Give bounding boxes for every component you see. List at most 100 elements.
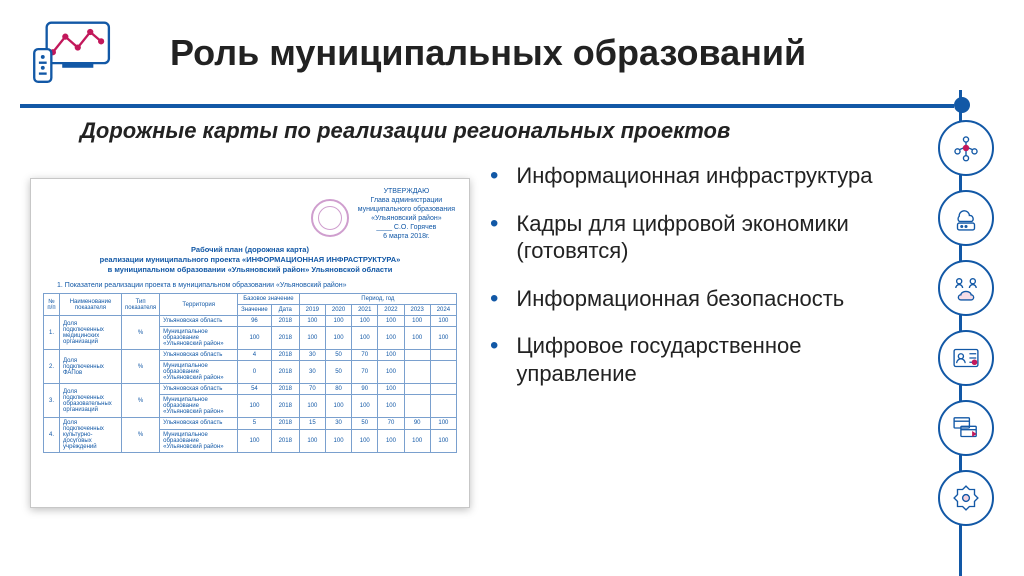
cell-bd: 2018 [271, 350, 299, 361]
cell-val: 100 [404, 316, 430, 327]
cell-val: 100 [404, 327, 430, 350]
cell-type: % [122, 384, 160, 418]
bullet-text: Информационная безопасность [516, 285, 844, 313]
cell-bv: 0 [238, 361, 272, 384]
cell-val: 100 [299, 429, 325, 453]
cell-val: 100 [378, 384, 404, 395]
approve-line: 6 марта 2018г. [358, 232, 455, 241]
cell-val: 100 [378, 327, 404, 350]
cell-terr: Муниципальное образование «Ульяновский р… [160, 395, 238, 418]
cell-val: 100 [325, 395, 351, 418]
cell-val: 100 [299, 327, 325, 350]
th-base: Базовое значение [238, 294, 300, 305]
cell-num: 1. [44, 316, 60, 350]
stamp-icon [311, 199, 349, 237]
cell-val: 100 [378, 316, 404, 327]
th-year: 2021 [352, 305, 378, 316]
cell-val [430, 384, 456, 395]
bullet-icon: • [490, 212, 498, 236]
cell-val: 100 [352, 429, 378, 453]
cell-val: 100 [430, 429, 456, 453]
cell-val: 100 [325, 327, 351, 350]
cell-val: 80 [325, 384, 351, 395]
bullet-icon: • [490, 164, 498, 188]
bullet-text: Информационная инфраструктура [516, 162, 872, 190]
list-item: • Информационная инфраструктура [490, 162, 896, 190]
cell-val: 100 [378, 350, 404, 361]
table-row: 1.Доля подключенных медицинских организа… [44, 316, 457, 327]
cell-num: 3. [44, 384, 60, 418]
people-cloud-icon [938, 260, 994, 316]
cell-val: 100 [430, 327, 456, 350]
cell-val: 100 [299, 316, 325, 327]
approve-line: ____ С.О. Горячев [358, 223, 455, 232]
cell-val [404, 350, 430, 361]
cell-val: 70 [299, 384, 325, 395]
cell-val: 30 [299, 350, 325, 361]
th-num: № п/п [44, 294, 60, 316]
list-item: • Информационная безопасность [490, 285, 896, 313]
cell-terr: Муниципальное образование «Ульяновский р… [160, 429, 238, 453]
cell-bd: 2018 [271, 361, 299, 384]
cell-val: 100 [378, 361, 404, 384]
cell-val: 70 [352, 361, 378, 384]
embedded-document: УТВЕРЖДАЮ Глава администрации муниципаль… [30, 178, 470, 508]
th-year: 2022 [378, 305, 404, 316]
th-base-val: Значение [238, 305, 272, 316]
th-period: Период, год [299, 294, 456, 305]
cell-bv: 4 [238, 350, 272, 361]
cell-val: 100 [325, 316, 351, 327]
cell-bd: 2018 [271, 327, 299, 350]
table-row: 3.Доля подключенных образовательных орга… [44, 384, 457, 395]
side-icon-rail [938, 120, 994, 526]
cell-bv: 54 [238, 384, 272, 395]
chart-device-icon [20, 18, 120, 88]
cell-val [430, 395, 456, 418]
cell-val: 50 [325, 350, 351, 361]
th-terr: Территория [160, 294, 238, 316]
cell-bv: 100 [238, 429, 272, 453]
approve-line: муниципального образования [358, 205, 455, 214]
cell-val: 100 [352, 327, 378, 350]
cell-val: 90 [352, 384, 378, 395]
id-card-icon [938, 330, 994, 386]
table-row: 2.Доля подключенных ФАПов%Ульяновская об… [44, 350, 457, 361]
cell-val: 100 [325, 429, 351, 453]
cell-val: 100 [378, 395, 404, 418]
cell-val: 15 [299, 418, 325, 429]
cell-val [430, 361, 456, 384]
doc-table: № п/п Наименование показателя Тип показа… [43, 293, 457, 453]
doc-title: Рабочий план (дорожная карта) реализации… [43, 245, 457, 274]
th-name: Наименование показателя [60, 294, 122, 316]
browser-stack-icon [938, 400, 994, 456]
cell-val: 100 [404, 429, 430, 453]
approve-block: УТВЕРЖДАЮ Глава администрации муниципаль… [358, 187, 455, 242]
bullet-icon: • [490, 287, 498, 311]
cell-val: 90 [404, 418, 430, 429]
cell-val: 30 [325, 418, 351, 429]
cell-bv: 100 [238, 327, 272, 350]
bullet-text: Цифровое государственное управление [516, 332, 896, 387]
cell-terr: Муниципальное образование «Ульяновский р… [160, 327, 238, 350]
cell-bv: 96 [238, 316, 272, 327]
cell-val: 100 [430, 418, 456, 429]
cell-val: 70 [378, 418, 404, 429]
doc-title-line: Рабочий план (дорожная карта) [43, 245, 457, 255]
cell-name: Доля подключенных ФАПов [60, 350, 122, 384]
emblem-icon [938, 470, 994, 526]
cell-bd: 2018 [271, 395, 299, 418]
list-item: •Кадры для цифровой экономики (готовятся… [490, 210, 896, 265]
cell-type: % [122, 350, 160, 384]
cell-val: 100 [352, 395, 378, 418]
th-year: 2023 [404, 305, 430, 316]
network-icon [938, 120, 994, 176]
th-year: 2024 [430, 305, 456, 316]
cell-terr: Ульяновская область [160, 418, 238, 429]
cell-val: 100 [430, 316, 456, 327]
cell-num: 2. [44, 350, 60, 384]
approve-line: УТВЕРЖДАЮ [358, 187, 455, 196]
doc-title-line: реализации муниципального проекта «ИНФОР… [43, 255, 457, 265]
th-type: Тип показателя [122, 294, 160, 316]
cell-val [404, 384, 430, 395]
cell-bv: 100 [238, 395, 272, 418]
